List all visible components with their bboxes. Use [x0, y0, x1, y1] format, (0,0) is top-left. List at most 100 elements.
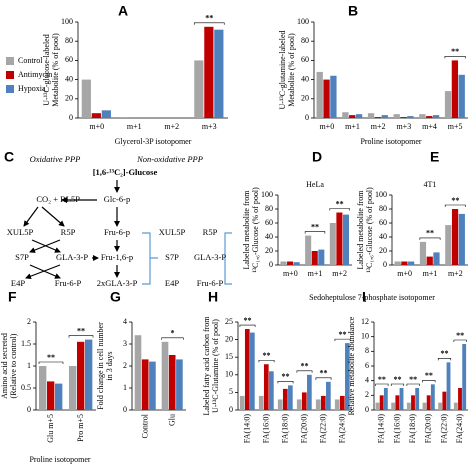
x-tick-label: FA(24:0) — [455, 414, 464, 444]
panel-letter: F — [8, 289, 17, 305]
legend-label: Control — [18, 56, 43, 65]
bar — [326, 381, 331, 410]
panel-letter: H — [208, 289, 218, 305]
bar — [204, 26, 214, 118]
x-tick-label: FA(22:0) — [439, 414, 448, 444]
significance-bracket — [453, 339, 467, 342]
x-tick-label: FA(18:0) — [280, 414, 289, 444]
metabolite-node: Fru-1,6-p — [101, 252, 133, 262]
significance-bracket — [239, 324, 256, 328]
bar — [282, 388, 288, 410]
bar — [407, 116, 414, 118]
x-tick-label: m+0 — [89, 122, 104, 131]
y-tick-label: 20 — [225, 334, 233, 343]
significance-bracket — [68, 335, 94, 338]
x-tick-label: m+1 — [308, 269, 323, 278]
panel-letter: E — [430, 149, 439, 165]
y-axis-label: ¹³C₁,₆-Glucose (% of pool) — [251, 187, 260, 273]
panel-letter: G — [110, 289, 121, 305]
bar — [168, 355, 176, 410]
y-tick-label: 10 — [225, 370, 233, 379]
panel-letter: B — [348, 3, 358, 19]
significance-bracket — [419, 237, 441, 240]
x-tick-label: FA(14:0) — [242, 414, 251, 444]
y-tick-label: 40 — [301, 74, 309, 83]
y-tick-label: 40 — [379, 232, 387, 241]
y-tick-label: 0.5 — [21, 383, 31, 392]
bar — [438, 402, 443, 410]
bar — [149, 361, 156, 410]
y-axis-label: Relative metabolite abundance — [347, 316, 356, 415]
bar — [101, 110, 111, 118]
bar — [406, 402, 411, 410]
bar — [320, 395, 326, 410]
y-tick-label: 100 — [297, 17, 309, 26]
y-axis-label: Amino acid secreted — [0, 333, 9, 399]
bar — [305, 235, 312, 265]
bar — [446, 362, 451, 410]
x-tick-label: Glu — [167, 414, 176, 426]
bar — [458, 388, 462, 410]
panel-letter: A — [118, 3, 128, 19]
x-tick-label: m+2 — [332, 269, 347, 278]
x-tick-label: FA(14:0) — [377, 414, 386, 444]
bar — [342, 214, 350, 265]
y-tick-label: 12 — [361, 317, 369, 326]
y-tick-label: 2 — [123, 361, 127, 370]
bar — [329, 223, 336, 265]
bar — [194, 60, 204, 118]
significance-label: ** — [77, 326, 85, 335]
significance-label: ** — [282, 372, 290, 381]
metabolite-node: GLA-3-P — [194, 252, 226, 262]
legend-label: Antimycin — [18, 70, 52, 79]
metabolite-node: S7P — [165, 252, 179, 262]
y-tick-label: 0 — [69, 113, 73, 122]
significance-label: ** — [456, 331, 464, 340]
metabolite-node: Fru-6-p — [104, 227, 130, 237]
bar — [426, 395, 431, 410]
panel-letter: C — [4, 149, 14, 165]
bar — [394, 261, 401, 265]
y-tick-label: 2 — [365, 390, 369, 399]
y-tick-label: 60 — [379, 218, 387, 227]
significance-bracket — [437, 358, 452, 361]
y-axis-label: (Relative to control) — [9, 333, 18, 398]
y-tick-label: 20 — [265, 246, 273, 255]
y-tick-label: 1 — [27, 361, 31, 370]
y-tick-label: 20 — [379, 246, 387, 255]
bar — [444, 91, 452, 118]
bar — [258, 395, 264, 410]
bar — [91, 113, 101, 118]
significance-bracket — [258, 359, 275, 363]
bar — [336, 212, 343, 265]
bar — [395, 395, 400, 410]
bar — [419, 241, 427, 265]
bar — [307, 374, 312, 410]
y-axis-label: Labeled fatty acid carbon from — [202, 316, 211, 416]
y-axis-label: ¹³C₁,₆-Glucose (% of pool) — [365, 187, 374, 273]
x-tick-label: FA(16:0) — [261, 414, 270, 444]
y-tick-label: 1.5 — [21, 339, 31, 348]
significance-bracket — [329, 208, 350, 211]
metabolite-node: XUL5P — [7, 227, 34, 237]
bar — [399, 388, 404, 410]
bar — [430, 384, 435, 410]
bar — [422, 402, 427, 410]
y-tick-label: 80 — [65, 36, 73, 45]
bar — [391, 402, 396, 410]
significance-bracket — [296, 370, 313, 373]
significance-label: ** — [244, 316, 252, 325]
y-tick-label: 0 — [229, 405, 233, 414]
bar — [311, 251, 318, 265]
bar — [69, 366, 77, 410]
significance-label: ** — [205, 14, 213, 23]
y-tick-label: 20 — [65, 94, 73, 103]
significance-label: ** — [451, 196, 459, 205]
y-tick-label: 60 — [265, 218, 273, 227]
bar — [334, 399, 340, 410]
x-tick-label: m+0 — [397, 269, 412, 278]
y-tick-label: 100 — [375, 190, 387, 199]
pathway-label: Oxidative PPP — [30, 154, 81, 164]
y-tick-label: 0 — [305, 113, 309, 122]
bar — [323, 79, 330, 118]
